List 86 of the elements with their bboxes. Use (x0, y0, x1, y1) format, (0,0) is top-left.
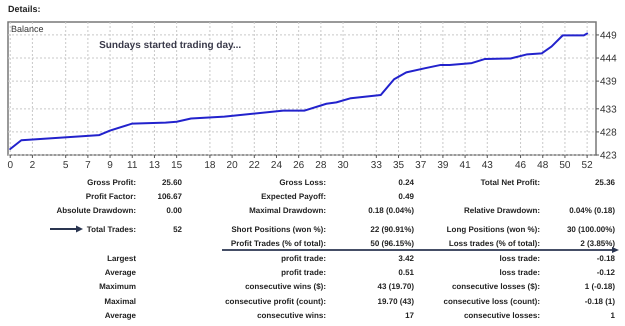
x-tick-label: 11 (127, 160, 138, 171)
text: 25.36 (594, 178, 616, 187)
x-tick-label: 28 (315, 160, 327, 171)
x-tick-label: 7 (85, 160, 92, 171)
x-tick-label: 22 (248, 160, 260, 171)
text: Absolute Drawdown: (56, 206, 136, 215)
text: consecutive wins ($): (245, 282, 326, 291)
y-tick-label: 444 (600, 54, 618, 65)
text: Total Net Profit: (480, 178, 540, 187)
x-tick-label: 37 (415, 160, 427, 171)
x-tick-label: 20 (226, 160, 238, 171)
text: Loss trades (% of total): (448, 239, 540, 248)
x-tick-label: 18 (204, 160, 216, 171)
text: Short Positions (won %): (231, 225, 326, 234)
y-tick-label: 439 (600, 76, 618, 88)
text: 1 (-0.18) (584, 282, 616, 291)
text: -0.18 (596, 254, 616, 263)
text: Maximum (99, 282, 136, 291)
y-tick-label: 433 (600, 104, 618, 116)
x-tick-label: 26 (293, 160, 305, 171)
text: -0.12 (596, 268, 616, 277)
text: Largest (107, 254, 136, 263)
x-tick-label: 43 (482, 160, 494, 171)
x-tick-label: 5 (62, 160, 69, 171)
x-tick-label: 46 (514, 160, 527, 171)
text: Average (104, 268, 137, 277)
annotation: Sundays started trading day... (99, 40, 242, 51)
text: profit trade: (281, 254, 326, 263)
text: consecutive losses ($): (452, 282, 540, 291)
text: consecutive wins: (257, 311, 326, 320)
text: loss trade: (500, 268, 540, 277)
text: Expected Payoff: (261, 192, 326, 201)
text: Long Positions (won %): (446, 225, 540, 234)
text: 0.24 (398, 178, 415, 187)
x-tick-label: 13 (148, 160, 160, 171)
y-tick-label: 423 (600, 150, 618, 162)
text: Profit Factor: (86, 192, 136, 201)
text: Maximal Drawdown: (249, 206, 326, 215)
text: Maximal (104, 297, 136, 306)
text: profit trade: (281, 268, 326, 277)
text: 0.04% (0.18) (569, 206, 616, 215)
text: Average (104, 311, 137, 320)
text: 43 (19.70) (378, 282, 414, 291)
x-tick-label: 33 (370, 160, 382, 171)
text: Gross Profit: (87, 178, 136, 187)
x-tick-label: 41 (460, 160, 472, 171)
y-axis-title: Balance (11, 24, 44, 34)
text: loss trade: (500, 254, 540, 263)
x-tick-label: 9 (107, 160, 114, 171)
text: 0.49 (398, 192, 415, 201)
x-tick-label: 24 (270, 160, 282, 171)
text: 0.00 (166, 206, 183, 215)
x-tick-label: 30 (337, 160, 350, 171)
text: 30 (100.00%) (566, 225, 616, 234)
x-tick-label: 50 (559, 160, 571, 171)
y-tick-label: 449 (600, 30, 618, 42)
text: 52 (173, 225, 183, 234)
text: 50 (96.15%) (370, 239, 414, 248)
text: consecutive loss (count): (444, 297, 540, 306)
text: 1 (610, 311, 616, 320)
text: 0.18 (0.04%) (368, 206, 414, 215)
text: Relative Drawdown: (464, 206, 540, 215)
text: Total Trades: (86, 225, 136, 234)
x-tick-label: 35 (392, 160, 405, 171)
x-tick-label: 52 (582, 160, 594, 171)
x-tick-label: 2 (30, 160, 36, 171)
x-tick-label: 48 (537, 160, 549, 171)
text: 0.51 (398, 268, 415, 277)
text: 3.42 (398, 254, 415, 263)
chart-title: Details: (8, 4, 41, 14)
text: 2 (3.85%) (580, 239, 616, 248)
text: 17 (405, 311, 415, 320)
x-tick-label: 0 (7, 160, 14, 171)
x-tick-label: 39 (437, 160, 449, 171)
text: 22 (90.91%) (370, 225, 414, 234)
text: 25.60 (162, 178, 183, 187)
text: -0.18 (1) (584, 297, 616, 306)
text: consecutive losses: (464, 311, 540, 320)
text: consecutive profit (count): (225, 297, 326, 306)
text: 19.70 (43) (378, 297, 414, 306)
x-tick-label: 15 (171, 160, 183, 171)
line-series (9, 32, 588, 150)
y-tick-label: 428 (600, 127, 618, 138)
text: Gross Loss: (279, 178, 326, 187)
text: 106.67 (158, 192, 183, 201)
text: Profit Trades (% of total): (230, 239, 326, 248)
